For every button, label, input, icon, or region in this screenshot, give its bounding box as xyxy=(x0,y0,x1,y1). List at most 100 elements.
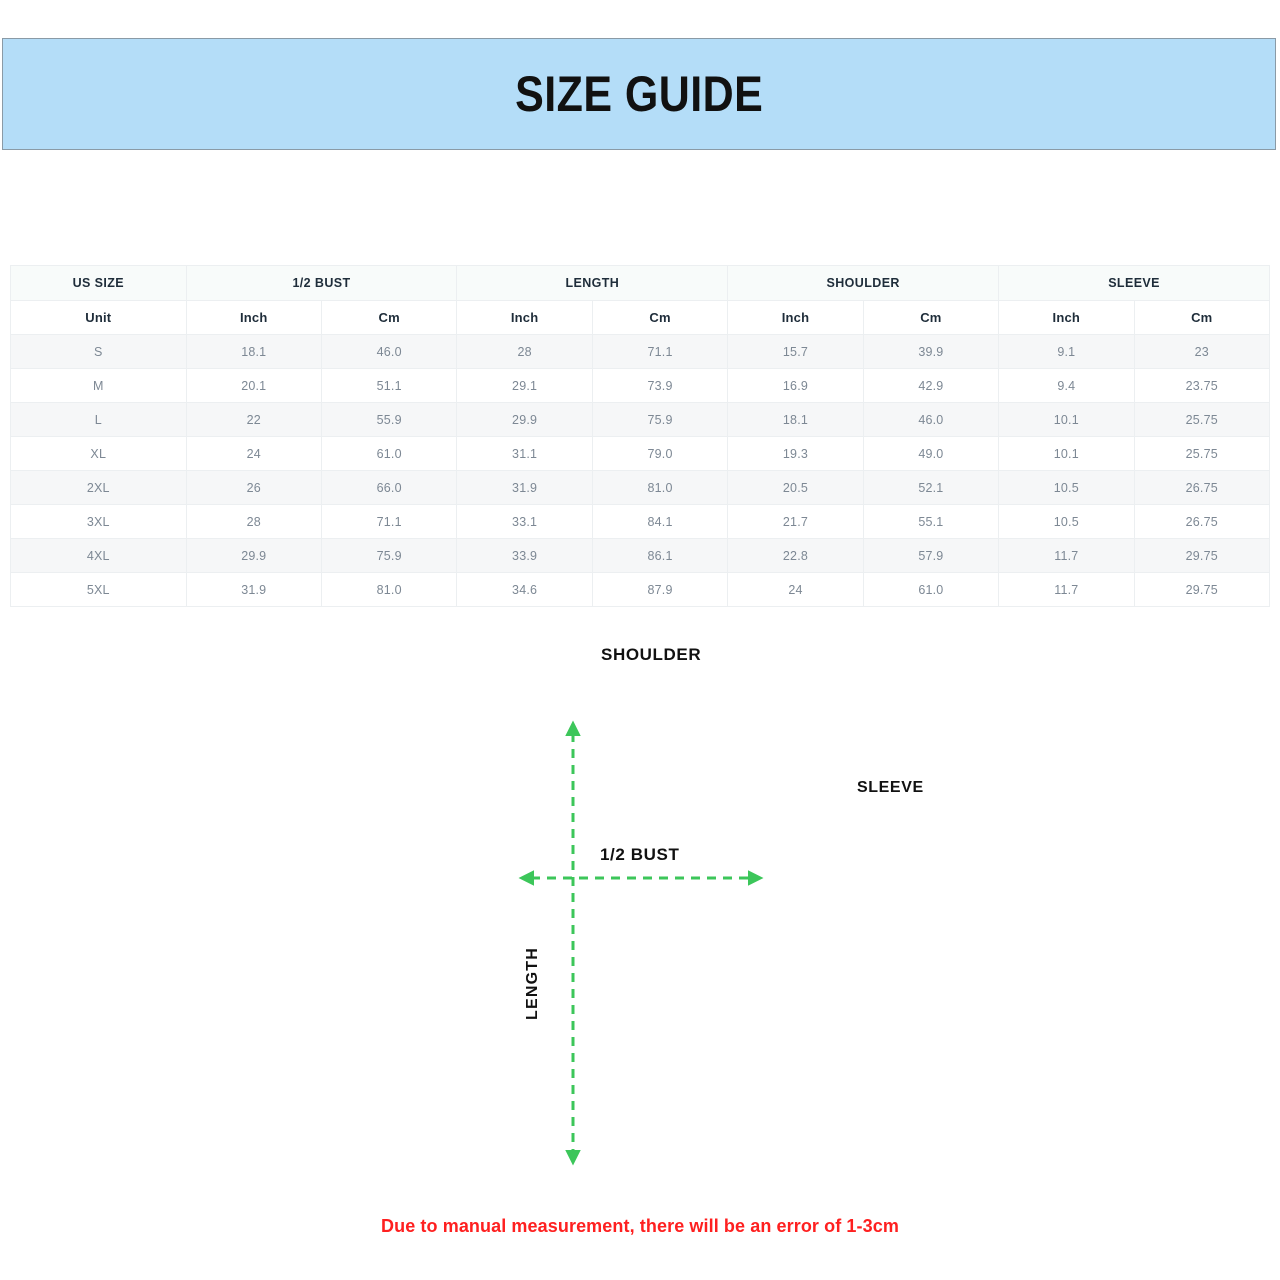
measurement-cell: 31.9 xyxy=(456,470,593,505)
measurement-cell: 10.5 xyxy=(998,470,1135,505)
measurement-cell: 71.1 xyxy=(591,334,729,369)
table-row: 3XL 28 71.1 33.1 84.1 21.7 55.1 10.5 26.75 xyxy=(10,504,1271,539)
size-cell: 5XL xyxy=(10,572,187,607)
measurement-cell: 33.1 xyxy=(456,504,593,539)
size-cell: L xyxy=(10,402,187,437)
measurement-cell: 22.8 xyxy=(727,538,864,573)
measurement-cell: 87.9 xyxy=(591,572,729,607)
table-row: M 20.1 51.1 29.1 73.9 16.9 42.9 9.4 23.75 xyxy=(10,368,1271,403)
measurement-cell: 10.5 xyxy=(998,504,1135,539)
measurement-cell: 79.0 xyxy=(591,436,729,471)
measurement-cell: 31.1 xyxy=(456,436,593,471)
measurement-cell: 39.9 xyxy=(862,334,1000,369)
measurement-cell: 15.7 xyxy=(727,334,864,369)
measurement-cell: 23.75 xyxy=(1133,368,1271,403)
size-table-container: US SIZE 1/2 BUST LENGTH SHOULDER SLEEVE Unit… xyxy=(10,265,1271,607)
table-row: S 18.1 46.0 28 71.1 15.7 39.9 9.1 23 xyxy=(10,334,1271,369)
measurement-cell: 11.7 xyxy=(998,572,1135,607)
sleeve-label: SLEEVE xyxy=(857,779,924,796)
group-header-sleeve: SLEEVE xyxy=(998,265,1270,301)
shoulder-label: SHOULDER xyxy=(601,645,702,664)
measurement-cell: 81.0 xyxy=(320,572,458,607)
measurement-cell: 9.4 xyxy=(998,368,1135,403)
measurement-cell: 10.1 xyxy=(998,436,1135,471)
measurement-cell: 19.3 xyxy=(727,436,864,471)
measurement-disclaimer: Due to manual measurement, there will be… xyxy=(381,1216,899,1236)
measurement-cell: 81.0 xyxy=(591,470,729,505)
unit-header-cell: Inch xyxy=(727,300,864,335)
measurement-cell: 25.75 xyxy=(1133,436,1271,471)
length-label: LENGTH xyxy=(524,947,541,1020)
unit-header-cell: Inch xyxy=(185,300,322,335)
measurement-cell: 29.9 xyxy=(456,402,593,437)
size-cell: 3XL xyxy=(10,504,187,539)
size-chart-table: US SIZE 1/2 BUST LENGTH SHOULDER SLEEVE Unit… xyxy=(10,265,1271,607)
size-cell: XL xyxy=(10,436,187,471)
measurement-cell: 26.75 xyxy=(1133,470,1271,505)
group-header-row: US SIZE 1/2 BUST LENGTH SHOULDER SLEEVE xyxy=(10,265,1270,301)
measurement-cell: 61.0 xyxy=(320,436,458,471)
unit-header-cell: Cm xyxy=(1133,300,1271,335)
measurement-cell: 66.0 xyxy=(320,470,458,505)
measurement-cell: 28 xyxy=(185,504,322,539)
measurement-cell: 24 xyxy=(185,436,322,471)
measurement-cell: 21.7 xyxy=(727,504,864,539)
unit-header-cell: Unit xyxy=(10,300,187,335)
measurement-cell: 23 xyxy=(1133,334,1271,369)
measurement-cell: 75.9 xyxy=(320,538,458,573)
measurement-cell: 55.9 xyxy=(320,402,458,437)
table-row: 4XL 29.9 75.9 33.9 86.1 22.8 57.9 11.7 29.75 xyxy=(10,538,1271,573)
size-cell: M xyxy=(10,368,187,403)
measurement-cell: 18.1 xyxy=(727,402,864,437)
table-body: S 18.1 46.0 28 71.1 15.7 39.9 9.1 23 M 20.1 51.1 29.… xyxy=(10,334,1271,607)
measurement-cell: 46.0 xyxy=(862,402,1000,437)
size-guide-banner: SIZE GUIDE xyxy=(2,38,1276,150)
measurement-cell: 29.1 xyxy=(456,368,593,403)
measurement-cell: 51.1 xyxy=(320,368,458,403)
measurement-cell: 61.0 xyxy=(862,572,1000,607)
measurement-cell: 34.6 xyxy=(456,572,593,607)
measurement-cell: 26 xyxy=(185,470,322,505)
bust-label: 1/2 BUST xyxy=(600,845,680,864)
measurement-cell: 73.9 xyxy=(591,368,729,403)
measurement-cell: 46.0 xyxy=(320,334,458,369)
measurement-cell: 55.1 xyxy=(862,504,1000,539)
measurement-cell: 20.1 xyxy=(185,368,322,403)
unit-header-row: Unit Inch Cm Inch Cm Inch Cm Inch Cm xyxy=(10,300,1271,335)
measurement-cell: 24 xyxy=(727,572,864,607)
size-cell: 2XL xyxy=(10,470,187,505)
measurement-cell: 31.9 xyxy=(185,572,322,607)
size-cell: S xyxy=(10,334,187,369)
measurement-cell: 26.75 xyxy=(1133,504,1271,539)
measurement-cell: 11.7 xyxy=(998,538,1135,573)
measurement-cell: 10.1 xyxy=(998,402,1135,437)
measurement-cell: 42.9 xyxy=(862,368,1000,403)
unit-header-cell: Inch xyxy=(456,300,593,335)
measurement-cell: 16.9 xyxy=(727,368,864,403)
measurement-cell: 9.1 xyxy=(998,334,1135,369)
measurement-cell: 18.1 xyxy=(185,334,322,369)
unit-header-cell: Inch xyxy=(998,300,1135,335)
table-row: 2XL 26 66.0 31.9 81.0 20.5 52.1 10.5 26.75 xyxy=(10,470,1271,505)
group-header-us-size: US SIZE xyxy=(10,265,187,301)
measurement-cell: 29.9 xyxy=(185,538,322,573)
group-header-shoulder: SHOULDER xyxy=(727,265,1000,301)
measurement-cell: 29.75 xyxy=(1133,538,1271,573)
measurement-cell: 20.5 xyxy=(727,470,864,505)
measurement-cell: 49.0 xyxy=(862,436,1000,471)
unit-header-cell: Cm xyxy=(591,300,729,335)
measurement-cell: 52.1 xyxy=(862,470,1000,505)
measurement-cell: 57.9 xyxy=(862,538,1000,573)
unit-header-cell: Cm xyxy=(320,300,458,335)
table-row: XL 24 61.0 31.1 79.0 19.3 49.0 10.1 25.75 xyxy=(10,436,1271,471)
measurement-cell: 22 xyxy=(185,402,322,437)
unit-header-cell: Cm xyxy=(862,300,1000,335)
measurement-cell: 25.75 xyxy=(1133,402,1271,437)
group-header-length: LENGTH xyxy=(456,265,729,301)
measurement-cell: 71.1 xyxy=(320,504,458,539)
measurement-cell: 86.1 xyxy=(591,538,729,573)
polo-shirt-diagram xyxy=(0,620,1280,1200)
measurement-cell: 84.1 xyxy=(591,504,729,539)
table-row: 5XL 31.9 81.0 34.6 87.9 24 61.0 11.7 29.75 xyxy=(10,572,1271,607)
table-row: L 22 55.9 29.9 75.9 18.1 46.0 10.1 25.75 xyxy=(10,402,1271,437)
